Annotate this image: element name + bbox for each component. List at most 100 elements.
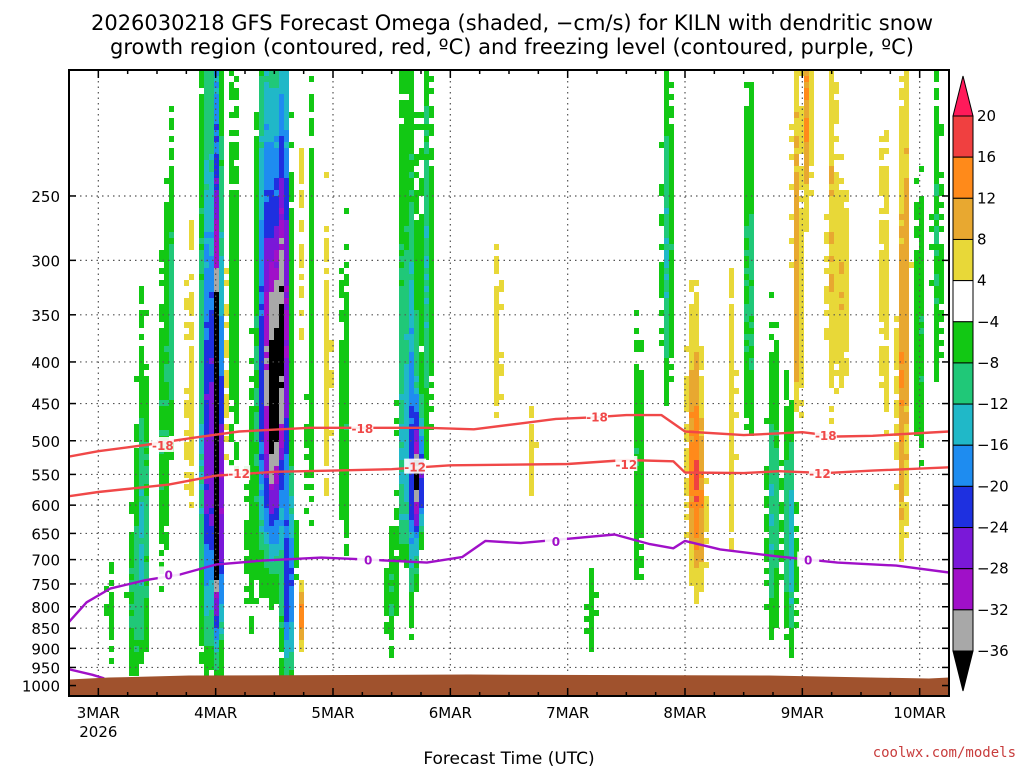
omega-cell [264,142,269,148]
omega-cell [214,580,219,586]
omega-cell [254,358,259,364]
omega-cell [799,214,804,220]
omega-cell [254,118,259,124]
omega-cell [234,178,239,184]
omega-cell [749,274,754,280]
omega-cell [399,280,404,286]
omega-cell [204,70,209,76]
omega-cell [844,328,849,334]
omega-cell [824,232,829,238]
omega-cell [199,220,204,226]
contour-label: -12 [228,467,250,481]
colorbar-label: 16 [977,148,996,166]
omega-cell [904,490,909,496]
omega-cell [204,640,209,646]
omega-cell [839,316,844,322]
omega-cell [664,70,669,76]
omega-cell [164,454,169,460]
omega-cell [204,274,209,280]
omega-cell [884,394,889,400]
omega-cell [494,370,499,376]
omega-cell [214,226,219,232]
omega-cell [289,592,294,598]
omega-cell [634,520,639,526]
omega-cell [829,208,834,214]
omega-cell [409,616,414,622]
omega-cell [904,214,909,220]
omega-cell [799,166,804,172]
omega-cell [309,268,314,274]
omega-cell [274,448,279,454]
omega-cell [254,214,259,220]
omega-cell [729,358,734,364]
omega-cell [274,136,279,142]
omega-cell [804,106,809,112]
omega-cell [204,298,209,304]
omega-cell [904,274,909,280]
omega-cell [284,142,289,148]
omega-cell [664,172,669,178]
omega-cell [214,604,219,610]
omega-cell [414,304,419,310]
omega-cell [669,178,674,184]
omega-cell [214,304,219,310]
omega-cell [299,274,304,280]
omega-cell [209,322,214,328]
omega-cell [794,400,799,406]
omega-cell [144,460,149,466]
omega-cell [234,346,239,352]
omega-cell [279,670,284,676]
omega-cell [799,310,804,316]
omega-cell [139,562,144,568]
omega-cell [744,316,749,322]
omega-cell [804,184,809,190]
contour-label: -18 [586,411,608,425]
omega-cell [734,370,739,376]
omega-cell [169,154,174,160]
omega-cell [199,226,204,232]
omega-cell [134,670,139,676]
omega-cell [789,466,794,472]
omega-cell [209,226,214,232]
omega-cell [189,334,194,340]
omega-cell [254,382,259,388]
omega-cell [729,352,734,358]
omega-cell [399,376,404,382]
omega-cell [204,172,209,178]
omega-cell [139,286,144,292]
omega-cell [284,298,289,304]
omega-cell [159,538,164,544]
omega-cell [204,196,209,202]
omega-cell [264,580,269,586]
omega-cell [209,424,214,430]
omega-cell [279,520,284,526]
omega-cell [204,382,209,388]
omega-cell [169,250,174,256]
omega-cell [744,112,749,118]
omega-cell [664,340,669,346]
omega-cell [164,370,169,376]
omega-cell [309,166,314,172]
omega-cell [779,556,784,562]
omega-cell [729,424,734,430]
omega-cell [419,268,424,274]
omega-cell [339,502,344,508]
omega-cell [404,364,409,370]
omega-cell [399,358,404,364]
omega-cell [214,544,219,550]
omega-cell [279,550,284,556]
omega-cell [774,472,779,478]
omega-cell [419,190,424,196]
omega-cell [254,412,259,418]
omega-cell [164,322,169,328]
omega-cell [639,544,644,550]
omega-cell [664,100,669,106]
omega-cell [919,436,924,442]
omega-cell [279,118,284,124]
omega-cell [189,304,194,310]
omega-cell [744,382,749,388]
omega-cell [749,184,754,190]
omega-cell [274,274,279,280]
omega-cell [799,172,804,178]
omega-cell [904,142,909,148]
